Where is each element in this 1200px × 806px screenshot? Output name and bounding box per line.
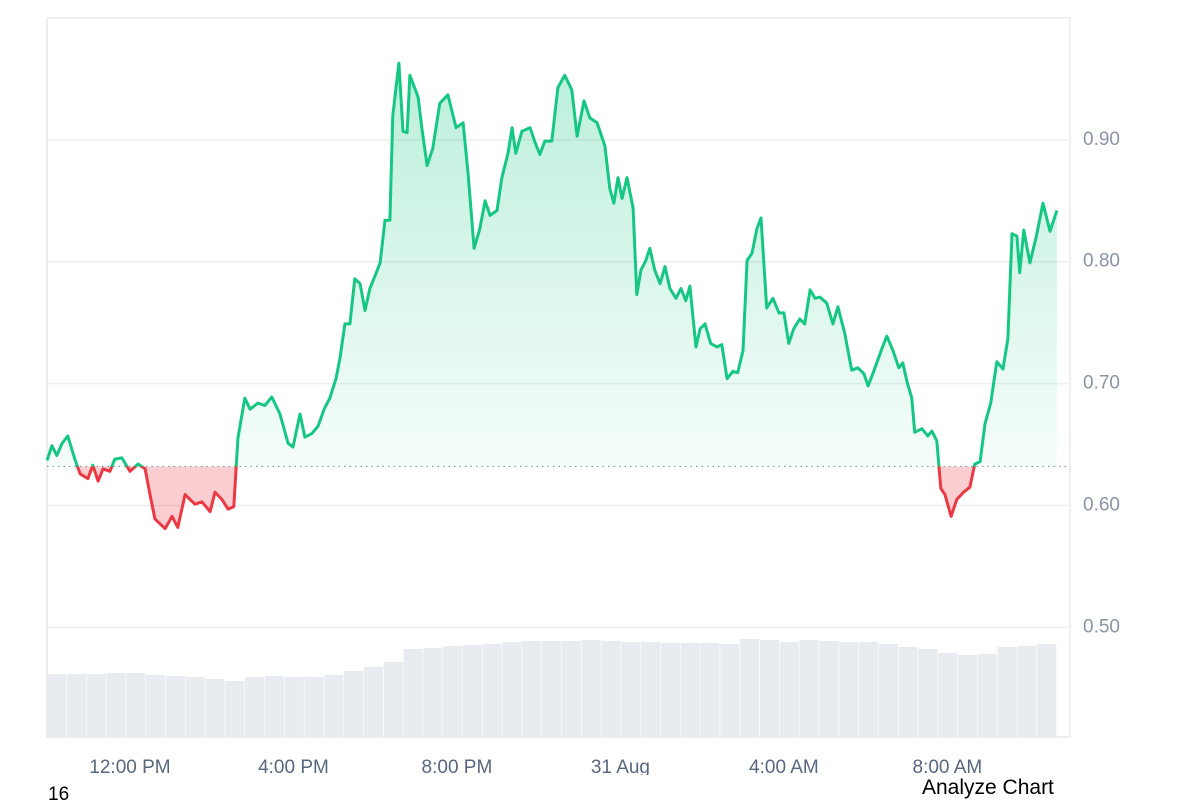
volume-bar (700, 643, 720, 737)
volume-bar (106, 673, 126, 737)
volume-bar (997, 647, 1017, 737)
analyze-chart-button[interactable]: Analyze Chart (922, 776, 1054, 799)
volume-bar (146, 675, 166, 737)
volume-bar (304, 677, 324, 737)
volume-bar (581, 640, 601, 737)
volume-bar (740, 639, 760, 737)
volume-bar (898, 647, 918, 737)
volume-bar (502, 642, 522, 737)
volume-bar (858, 642, 879, 737)
price-line (45, 61, 1059, 531)
x-tick-label: 8:00 AM (913, 757, 983, 775)
volume-bar (641, 642, 661, 737)
footer-left: 16 (48, 784, 70, 805)
volume-bar (245, 677, 265, 737)
y-tick-label: 0.70 (1083, 373, 1120, 394)
volume-bar (86, 674, 106, 737)
volume-bar (423, 648, 443, 737)
volume-bar (403, 649, 423, 737)
y-tick-label: 0.50 (1083, 616, 1120, 637)
volume-bar (1017, 646, 1037, 737)
volume-bar (126, 673, 146, 737)
y-tick-label: 0.80 (1083, 251, 1120, 272)
volume-bar (779, 642, 799, 737)
volume-bar (344, 671, 364, 737)
x-tick-label: 8:00 PM (422, 757, 493, 775)
volume-bar (977, 654, 997, 737)
volume-bar (284, 677, 304, 737)
price-area (47, 63, 1057, 529)
x-tick-label: 12:00 PM (89, 757, 170, 775)
volume-bar (759, 640, 780, 737)
volume-bar (878, 644, 898, 737)
volume-bar (522, 641, 542, 737)
volume-bar (839, 642, 859, 737)
volume-bar (383, 662, 403, 737)
volume-bar (660, 643, 681, 737)
volume-bar (957, 655, 978, 737)
volume-bar (1037, 644, 1057, 737)
chart: 0.50 0.60 0.70 0.80 0.90 12:00 PM 4:00 PM 8:00 … (45, 17, 1120, 775)
volume-bar (165, 676, 186, 737)
volume-bar (621, 642, 641, 737)
volume-bar (363, 667, 384, 737)
volume-bar (601, 641, 621, 737)
volume-bar (542, 641, 562, 737)
volume-bar (819, 641, 839, 737)
y-tick-label: 0.90 (1083, 129, 1120, 150)
volume-bar (324, 675, 344, 737)
volume-bar (66, 674, 87, 737)
volume-bar (225, 681, 245, 737)
volume-bar (918, 649, 938, 737)
volume-bar (561, 641, 582, 737)
volume-bar (720, 644, 740, 737)
volume-bar (680, 643, 700, 737)
volume-bar (47, 674, 67, 737)
volume-bar (462, 645, 483, 737)
volume-bar (205, 679, 225, 737)
x-tick-label: 4:00 AM (749, 757, 819, 775)
y-tick-label: 0.60 (1083, 494, 1120, 515)
volume-bar (443, 646, 463, 737)
x-tick-label: 4:00 PM (258, 757, 329, 775)
x-tick-label: 31 Aug (591, 757, 650, 775)
volume-bar (185, 677, 205, 737)
volume-bar (938, 653, 958, 737)
volume-bar (482, 644, 502, 737)
volume-bar (264, 676, 285, 737)
volume-bar (799, 640, 819, 737)
